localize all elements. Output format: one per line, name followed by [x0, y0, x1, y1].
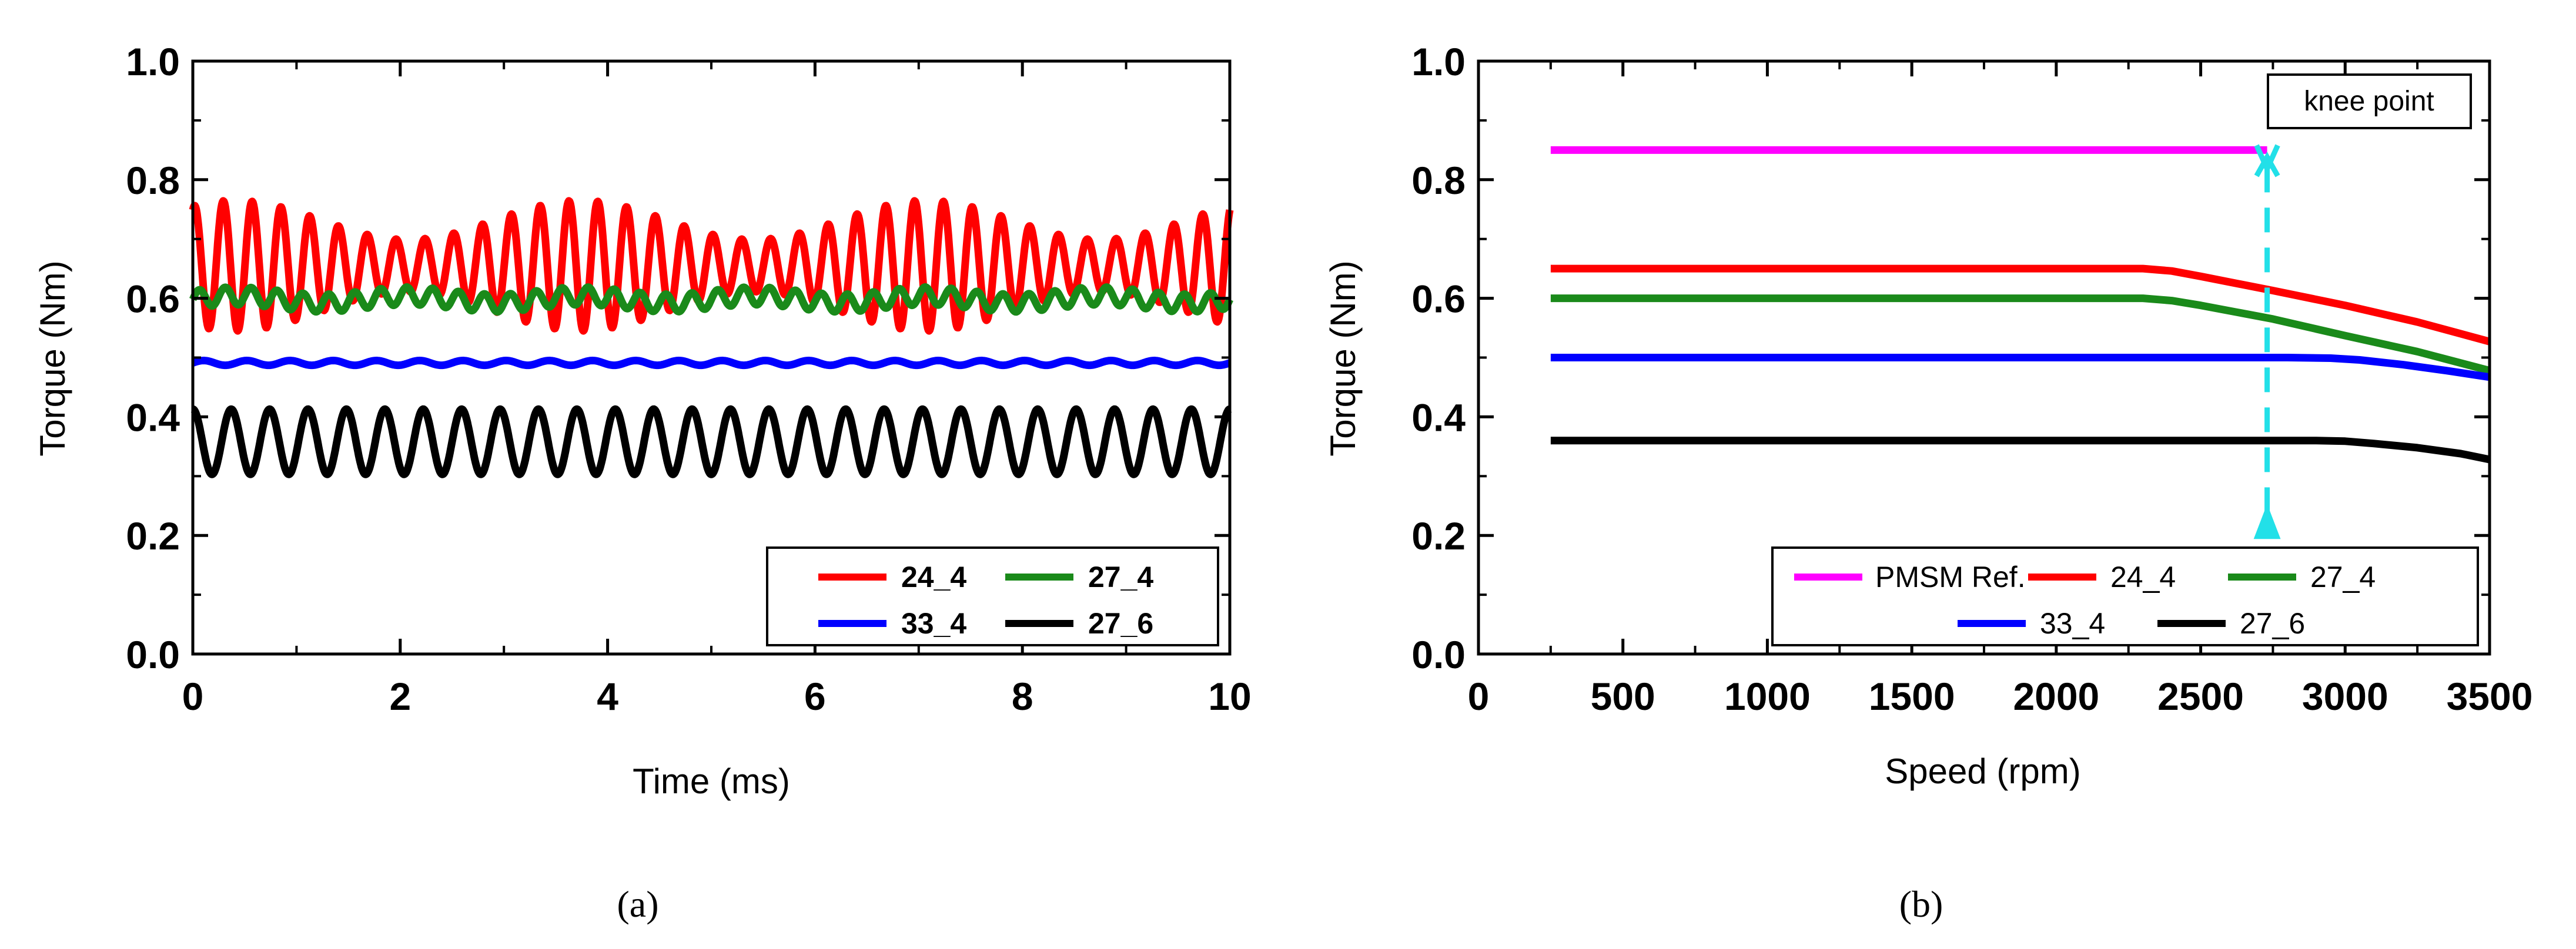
knee-point-label-box [2267, 73, 2472, 129]
series-line-27_6 [1550, 437, 2491, 464]
chart-b-ylabel: Torque (Nm) [1323, 260, 1363, 456]
x-tick-label: 8 [1012, 675, 1033, 718]
knee-point-label: knee point [2267, 73, 2472, 129]
chart-b-legend-box [1771, 546, 2479, 646]
legend-label-27_6: 27_6 [1088, 607, 1153, 640]
series-line-27_6 [189, 405, 1233, 478]
y-tick-label: 0.4 [126, 395, 180, 439]
x-tick-label: 2500 [2157, 675, 2244, 718]
knee-point-text: knee point [2304, 86, 2434, 117]
y-tick-label: 0.8 [1411, 159, 1466, 202]
y-tick-label: 1.0 [126, 40, 180, 83]
chart-b: 0 500 1000 1500 2000 2500 3000 3500 0.0 0.2 0.4 0.6… [1323, 40, 2532, 925]
y-tick-label: 0.6 [1411, 277, 1466, 321]
chart-a-legend: 24_4 27_4 33_4 27_6 [766, 546, 1219, 646]
series-line-24_4 [1550, 264, 2491, 346]
y-tick-label: 0.6 [126, 277, 180, 321]
series-line-27_4 [1550, 294, 2491, 374]
chart-b-caption: (b) [1899, 883, 1943, 925]
chart-b-axes: 0 500 1000 1500 2000 2500 3000 3500 0.0 0.2 0.4 0.6… [1411, 40, 2532, 718]
x-tick-label: 2000 [2013, 675, 2099, 718]
x-tick-label: 0 [1468, 675, 1490, 718]
y-tick-label: 1.0 [1411, 40, 1466, 83]
legend-label-33_4: 33_4 [901, 607, 966, 640]
chart-a-caption: (a) [617, 883, 658, 925]
knee-point-marker [2253, 144, 2281, 539]
x-tick-label: 4 [597, 675, 618, 718]
x-tick-label: 0 [182, 675, 204, 718]
x-tick-label: 3000 [2302, 675, 2388, 718]
chart-a-legend-box [766, 546, 1219, 646]
y-tick-label: 0.0 [126, 633, 180, 676]
x-tick-label: 500 [1591, 675, 1655, 718]
knee-point-bottom-arrow [2253, 504, 2281, 539]
x-tick-label: 1500 [1869, 675, 1955, 718]
legend-label-27_6: 27_6 [2240, 607, 2305, 640]
x-tick-label: 6 [804, 675, 826, 718]
series-line-24_4 [189, 197, 1234, 335]
legend-label-pmsm-ref: PMSM Ref. [1875, 561, 2026, 593]
knee-point-top-arrow [2254, 144, 2280, 177]
series-line-27_4 [189, 283, 1233, 316]
legend-label-27_4: 27_4 [2310, 561, 2376, 593]
series-line-33_4 [189, 357, 1233, 370]
x-tick-label: 3500 [2447, 675, 2533, 718]
chart-a: 0 2 4 6 8 10 0.0 0.2 0.4 0.6 0.8 1.0 Time (ms) Torq… [33, 40, 1252, 925]
y-tick-label: 0.2 [126, 514, 180, 558]
x-tick-label: 10 [1208, 675, 1251, 718]
y-tick-label: 0.4 [1411, 395, 1466, 439]
chart-a-axes: 0 2 4 6 8 10 0.0 0.2 0.4 0.6 0.8 1.0 [126, 40, 1251, 718]
chart-b-xlabel: Speed (rpm) [1885, 752, 2080, 791]
x-tick-label: 1000 [1724, 675, 1811, 718]
y-tick-label: 0.0 [1411, 633, 1466, 676]
chart-a-series [189, 197, 1234, 478]
legend-label-24_4: 24_4 [901, 561, 966, 593]
y-tick-label: 0.8 [126, 159, 180, 202]
legend-label-27_4: 27_4 [1088, 561, 1153, 593]
series-line-33_4 [1550, 354, 2490, 381]
chart-a-xlabel: Time (ms) [633, 762, 790, 801]
x-tick-label: 2 [389, 675, 411, 718]
chart-b-legend: PMSM Ref. 24_4 27_4 33_4 27_6 [1771, 546, 2479, 646]
legend-label-24_4: 24_4 [2110, 561, 2176, 593]
chart-a-ylabel: Torque (Nm) [33, 260, 72, 456]
legend-label-33_4: 33_4 [2040, 607, 2105, 640]
y-tick-label: 0.2 [1411, 514, 1466, 558]
chart-b-series [1550, 146, 2491, 464]
